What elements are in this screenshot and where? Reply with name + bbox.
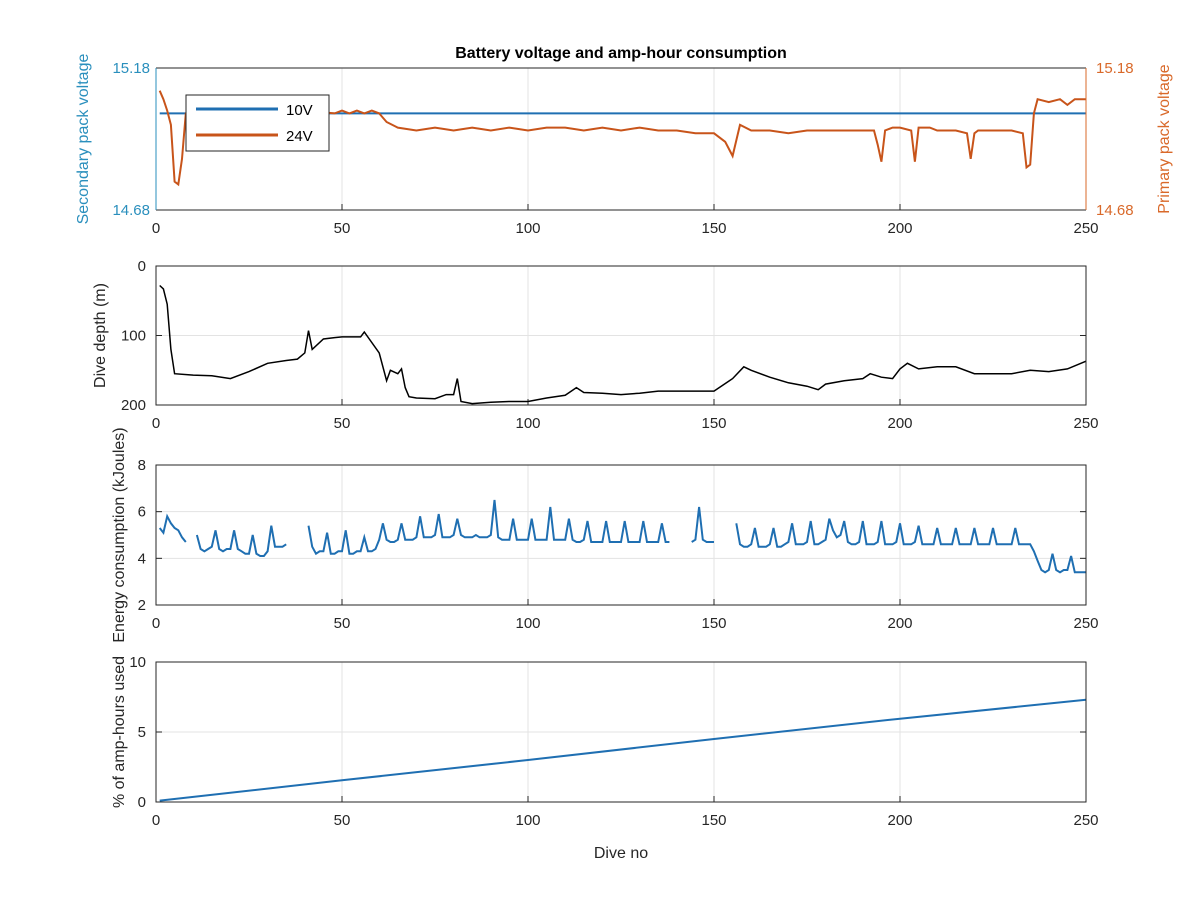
series-line-1 [159,698,1087,802]
x-tick-label: 200 [887,415,912,432]
y-axis-label: % of amp-hours used [111,656,128,808]
y-tick-label: 10 [129,654,146,671]
y-tick-label: 8 [138,457,146,474]
legend: 10V 24V [185,94,330,152]
axes-box [155,661,1087,803]
y-right-tick-label: 15.18 [1096,60,1134,77]
x-tick-label: 150 [701,812,726,829]
series-line-1 [159,284,1087,405]
plots-layer: 0 50 100 150 200 25014.6815.1814.6815.18Secon… [75,54,1173,862]
x-tick-label: 50 [334,812,351,829]
x-tick-label: 150 [701,615,726,632]
series-line-1 [158,513,187,543]
y-tick-label: 4 [138,550,146,567]
y-left-tick-label: 15.18 [112,60,150,77]
y-axis-label: Energy consumption (kJoules) [111,427,128,642]
x-tick-label: 100 [515,615,540,632]
x-axis-label: Dive no [594,845,648,862]
panel-3: 0 50 100 150 200 250 2 4 6 8 Energy consumption (k… [111,427,1099,642]
x-tick-label: 250 [1073,812,1098,829]
x-tick-label: 250 [1073,220,1098,237]
figure-title: Battery voltage and amp-hour consumption [455,45,787,62]
y-tick-label: 6 [138,504,146,521]
series-line-5 [735,518,1086,574]
panel-2: 0 50 100 150 200 250 0 100 200 Dive depth (m) [92,258,1099,432]
y-right-tick-label: 14.68 [1096,202,1134,219]
y-tick-label: 2 [138,597,146,614]
x-tick-label: 0 [152,615,160,632]
x-tick-label: 100 [515,220,540,237]
axes-box [155,464,1087,606]
x-tick-label: 150 [701,220,726,237]
panel-4: 0 50 100 150 200 250 0 5 10% of amp-hours used Di… [111,654,1099,862]
x-tick-label: 0 [152,415,160,432]
x-tick-label: 250 [1073,615,1098,632]
series-line-4 [691,506,714,543]
y-left-axis-label: Secondary pack voltage [75,54,92,225]
x-tick-label: 200 [887,615,912,632]
legend-label-24v: 24V [286,128,313,145]
x-tick-label: 0 [152,220,160,237]
x-tick-label: 200 [887,812,912,829]
axes-box [155,265,1087,406]
y-left-tick-label: 14.68 [112,202,150,219]
y-tick-label: 0 [138,258,146,275]
x-tick-label: 200 [887,220,912,237]
series-24v-line [158,90,1086,187]
panel-1: 0 50 100 150 200 25014.6815.1814.6815.18Secon… [75,54,1173,237]
y-right-axis-label: Primary pack voltage [1156,64,1173,213]
x-tick-label: 50 [334,220,351,237]
y-tick-label: 100 [121,328,146,345]
x-tick-label: 100 [515,415,540,432]
x-tick-label: 50 [334,415,351,432]
series-line-2 [195,525,287,557]
x-tick-label: 150 [701,415,726,432]
series-line-3 [307,499,670,556]
x-tick-label: 0 [152,812,160,829]
y-tick-label: 0 [138,794,146,811]
x-tick-label: 250 [1073,415,1098,432]
x-tick-label: 100 [515,812,540,829]
legend-label-10v: 10V [286,102,313,119]
legend-box [185,94,330,152]
y-tick-label: 5 [138,724,146,741]
x-tick-label: 50 [334,615,351,632]
y-axis-label: Dive depth (m) [92,283,109,388]
y-tick-label: 200 [121,397,146,414]
